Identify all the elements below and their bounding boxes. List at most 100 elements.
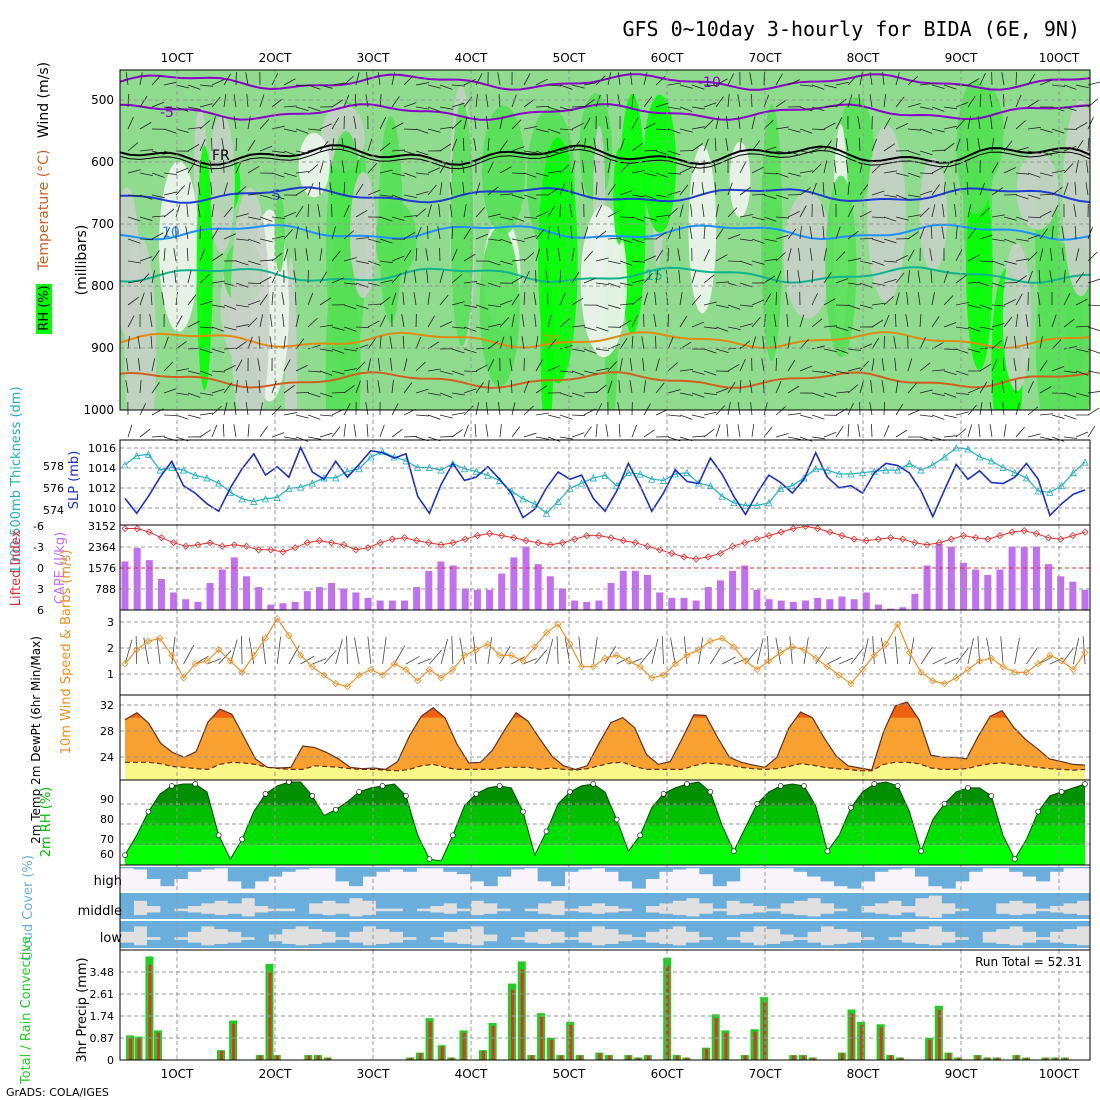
cloud-bar	[375, 921, 390, 930]
cape-bar	[619, 570, 627, 610]
wind-barb	[427, 106, 441, 112]
wind-barb	[811, 84, 825, 90]
wind-barb	[667, 313, 670, 328]
cloud-bar	[133, 945, 148, 948]
cloud-bar	[564, 939, 579, 948]
wind-barb	[773, 336, 777, 350]
thickness-tick-label: 578	[43, 460, 64, 473]
precip-convective-bar	[608, 1055, 611, 1060]
wind-barb	[1027, 73, 1036, 86]
wind-barb	[355, 304, 369, 310]
rh-point	[684, 781, 690, 787]
cloud-bar	[416, 893, 431, 909]
wind-barb	[547, 338, 557, 350]
wind-barb	[691, 321, 705, 328]
wind-barb	[295, 128, 309, 134]
wind-barb	[703, 428, 715, 438]
wind-barb	[354, 93, 357, 108]
wind-barb	[943, 322, 957, 328]
wind-barb	[427, 368, 441, 372]
li-point	[352, 546, 360, 554]
wind-barb	[835, 117, 843, 130]
thickness-point	[215, 479, 223, 487]
wind-barb	[247, 238, 261, 244]
wind-barb	[751, 336, 757, 350]
cloud-bar	[295, 908, 310, 919]
precip-convective-bar	[714, 1018, 718, 1060]
wind-barb	[187, 294, 197, 306]
wind-barb	[823, 348, 837, 353]
wind-barb-10m	[218, 650, 232, 665]
thickness-point	[987, 457, 995, 465]
wind-barb	[619, 238, 633, 244]
cloud-bar	[146, 912, 161, 919]
wind-barb	[595, 367, 609, 372]
wind-barb	[391, 194, 405, 200]
wind-barb	[223, 364, 236, 372]
cloud-bar	[914, 867, 929, 877]
li-point	[498, 532, 506, 540]
wind-barb	[403, 358, 408, 372]
wind-barb	[487, 260, 501, 266]
wind-barb	[439, 161, 447, 174]
li-point	[1044, 534, 1053, 542]
wind-barb-10m	[156, 636, 161, 665]
wind-barb	[883, 170, 897, 174]
wind-barb	[163, 388, 177, 394]
wind-barb	[1087, 117, 1094, 130]
wind-barb	[247, 193, 261, 196]
wind-barb	[655, 382, 665, 394]
precip-convective-bar	[232, 1023, 236, 1060]
cape-bar	[947, 546, 955, 610]
wind-barb	[451, 84, 465, 87]
rh-point	[520, 808, 526, 815]
li-point	[157, 534, 166, 542]
wind-barb	[463, 348, 477, 354]
wind-barb	[605, 116, 609, 130]
wind-barb	[847, 326, 861, 332]
wind-barb	[571, 122, 584, 130]
wind-barb	[1015, 147, 1029, 152]
wind-speed-point	[472, 646, 480, 654]
wind-barb	[823, 140, 832, 152]
bottom-date-label: 6OCT	[651, 1067, 684, 1081]
wind-barb	[403, 102, 417, 108]
wind-barb	[415, 106, 429, 110]
cloud-bar	[416, 921, 431, 943]
cloud-bar	[1049, 912, 1064, 919]
wind-barb	[1051, 339, 1062, 350]
cape-bar	[765, 599, 773, 610]
li-point	[461, 535, 469, 543]
wind-barb	[379, 296, 391, 306]
wind-speed-point	[695, 646, 703, 654]
wind-axis-label: Wind (m/s)	[36, 62, 52, 138]
wind-barb	[762, 336, 765, 350]
cloud-bar	[874, 921, 889, 943]
wind-barb	[473, 138, 477, 152]
cloud-bar	[1022, 893, 1037, 904]
rh-point	[848, 804, 854, 811]
wind-barb	[823, 105, 837, 108]
wind-barb	[175, 106, 189, 112]
wind-barb	[859, 343, 873, 350]
wind-barb	[547, 128, 561, 134]
wind-barb	[331, 277, 345, 284]
precip-convective-bar	[705, 1048, 708, 1060]
cloud-bar	[995, 921, 1010, 930]
cape-bar	[668, 597, 676, 610]
wind-speed-point	[800, 646, 808, 654]
wind-barb	[979, 363, 992, 372]
wind-speed-point	[847, 680, 855, 688]
wind-barb	[966, 138, 969, 152]
wind-barb	[895, 172, 909, 177]
cloud-bar	[1036, 893, 1051, 909]
wind-barb	[1051, 128, 1065, 134]
wind-barb	[1039, 150, 1053, 156]
wind-barb	[461, 160, 465, 174]
wind-barb-10m	[556, 636, 559, 665]
cape-bar	[631, 570, 639, 610]
wind-barb	[727, 207, 738, 218]
cloud-bar	[887, 939, 902, 948]
wind-barb	[1063, 436, 1077, 439]
slp-tick-label: 1012	[88, 482, 116, 495]
